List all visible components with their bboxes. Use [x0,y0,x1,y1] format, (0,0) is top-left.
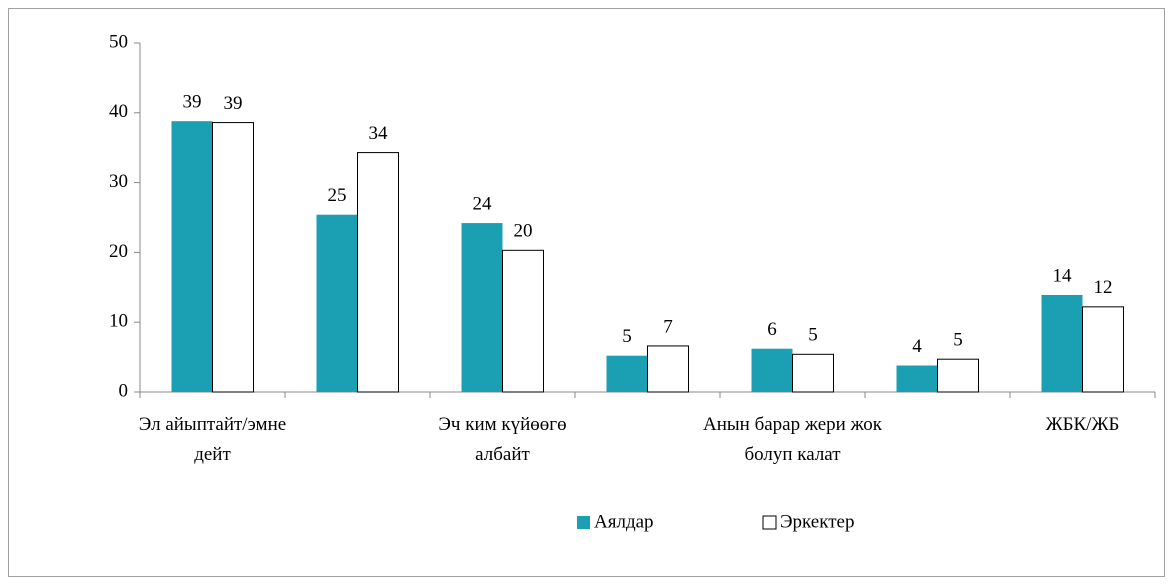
data-label: 24 [473,193,493,214]
x-tick-label: Эч ким күйөөгө албайт [438,414,567,465]
bar [896,365,938,392]
y-tick-label: 30 [109,171,128,192]
x-tick-label: Эл айыптайт/эмне дейт [138,414,287,465]
data-label: 25 [328,185,347,206]
legend-label: Аялдар [594,511,654,532]
data-label: 14 [1053,265,1073,286]
data-label: 5 [953,330,963,351]
y-tick-label: 50 [109,31,128,52]
bar [751,348,793,392]
bar [502,249,544,393]
bar [792,353,834,393]
legend-swatch [577,516,590,529]
data-label: 12 [1094,277,1113,298]
y-tick-label: 20 [109,241,128,262]
data-label: 39 [224,93,243,114]
bar [1041,294,1083,392]
y-tick-label: 0 [119,380,129,401]
data-label: 5 [622,326,632,347]
data-label: 20 [514,221,533,242]
data-label: 39 [183,92,202,113]
data-label: 34 [369,123,389,144]
y-tick-label: 40 [109,101,128,122]
data-label: 7 [663,316,673,337]
bar [357,152,399,393]
bar [461,223,503,392]
data-label: 4 [912,336,922,357]
bar [937,358,979,393]
legend-swatch [762,515,777,530]
data-label: 5 [808,325,818,346]
bar [647,345,689,393]
bar [316,214,358,392]
x-tick-label: Анын барар жери жок болуп калат [703,414,882,465]
data-label: 6 [767,319,777,340]
bar [171,121,213,393]
bar [212,122,254,393]
y-tick-label: 10 [109,311,128,332]
legend-label: Эркектер [780,511,854,532]
x-tick-label: ЖБК/ЖБ [1045,414,1120,435]
bar [606,355,648,392]
bar [1082,306,1124,393]
